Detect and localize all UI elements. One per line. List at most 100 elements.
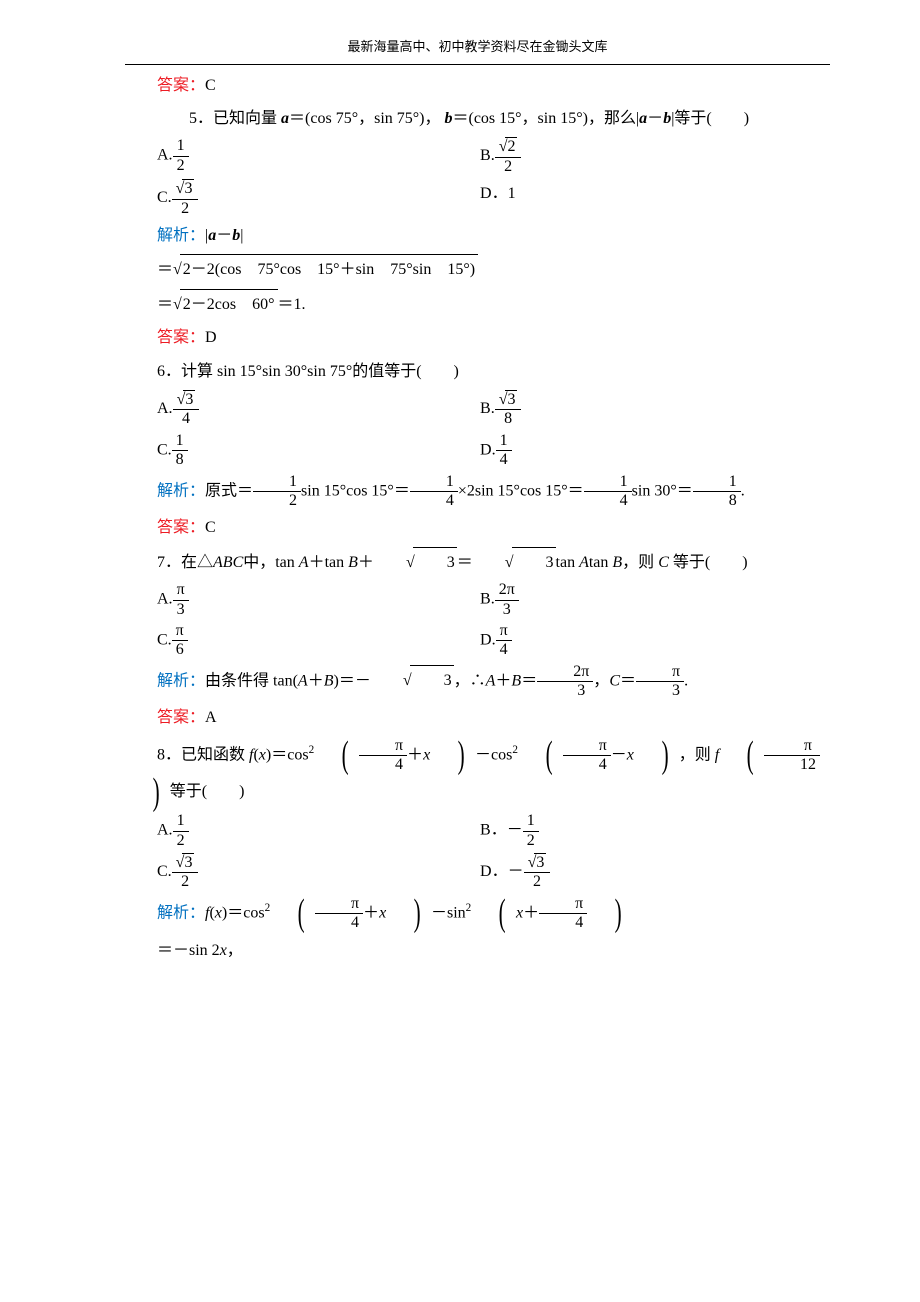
- q7-m3: ＋: [358, 554, 374, 571]
- q6-options-row1: A.34 B.38: [157, 390, 830, 429]
- q6C-den: 8: [172, 451, 188, 469]
- optC-den: 2: [172, 200, 199, 218]
- q6-optA: A.34: [157, 390, 480, 429]
- q7-A1: A: [299, 554, 309, 571]
- q7C-den: 6: [172, 641, 188, 659]
- rparen-icon-5: ): [597, 896, 622, 931]
- q7-options-row2: C.π6 D.π4: [157, 622, 830, 660]
- q8-sq4: 2: [466, 902, 472, 914]
- q8B-den: 2: [523, 832, 539, 850]
- q8-x1: x: [259, 746, 266, 763]
- optA-num: 1: [173, 137, 189, 156]
- q8A-den: 2: [173, 832, 189, 850]
- q7-A3: A: [298, 672, 308, 689]
- q8pi12d: 12: [764, 756, 820, 774]
- q5-l3suf: ＝1.: [278, 296, 306, 313]
- q6-optB: B.38: [480, 390, 830, 429]
- q6-answer-value: C: [205, 519, 216, 536]
- q6-answer: 答案：C: [125, 513, 830, 543]
- q7-m6: tan: [589, 554, 613, 571]
- q7-at4: ，∴: [454, 672, 486, 689]
- q8A-label: A.: [157, 822, 173, 839]
- optA-label: A.: [157, 147, 173, 164]
- q8d1: 4: [359, 756, 407, 774]
- q6C-num: 1: [172, 432, 188, 451]
- page-header: 最新海量高中、初中教学资料尽在金锄头文库: [125, 35, 830, 65]
- q8-sq2: 2: [512, 744, 518, 756]
- q6B-num: 3: [505, 390, 517, 409]
- q8D-den: 2: [524, 873, 551, 891]
- q8-sq3: 2: [265, 902, 271, 914]
- q6D-den: 4: [496, 451, 512, 469]
- q7-p1: 7．在△: [157, 554, 213, 571]
- q7-A4: A: [486, 672, 496, 689]
- q8C-den: 2: [172, 873, 199, 891]
- q7-optA: A.π3: [157, 581, 480, 619]
- q6-t3: ×2sin 15°cos 15°＝: [458, 482, 584, 499]
- q8-analysis-l2: ＝－sin 2x，: [157, 936, 830, 966]
- q8-then: ，则: [679, 746, 715, 763]
- q7-m4: ＝: [457, 554, 473, 571]
- rparen-icon-3: ): [135, 775, 160, 810]
- vec-a2: a: [639, 110, 647, 127]
- q8-sq1: 2: [309, 744, 315, 756]
- q7B-num: 2π: [495, 581, 519, 600]
- q8-optA: A.12: [157, 812, 480, 850]
- q5-l3body: 2－2cos 60°: [180, 289, 278, 320]
- q7f1n: 2π: [537, 663, 593, 682]
- q5-aeq: ＝(cos 75°，sin 75°)，: [289, 110, 440, 127]
- q6f1n: 1: [253, 473, 301, 492]
- q6A-den: 4: [173, 410, 200, 428]
- analysis-label-8: 解析：: [157, 904, 205, 921]
- q5-l2body: 2－2(cos 75°cos 15°＋sin 75°sin 15°): [180, 254, 478, 285]
- answer-label-6: 答案：: [157, 519, 205, 536]
- optB-num: 2: [505, 137, 517, 156]
- q7-answer-value: A: [205, 709, 217, 726]
- q7-C1: C: [658, 554, 669, 571]
- q8-px1: ＋: [407, 746, 423, 763]
- q8-optC: C.32: [157, 853, 480, 892]
- q6f4n: 1: [693, 473, 741, 492]
- answer-label-5: 答案：: [157, 329, 205, 346]
- q5-optC: C. 3 2: [157, 179, 480, 218]
- q7-answer: 答案：A: [125, 703, 830, 733]
- q7-at7: ，: [593, 672, 609, 689]
- lparen-icon-5: (: [481, 896, 506, 931]
- rparen-icon-2: ): [644, 738, 669, 773]
- q8B-label: B．－: [480, 822, 523, 839]
- q5-optB: B.22: [480, 137, 830, 176]
- q8-options-row2: C.32 D．－32: [157, 853, 830, 892]
- q7-optD: D.π4: [480, 622, 830, 660]
- q7-B2: B: [612, 554, 622, 571]
- q6-optD: D.14: [480, 432, 830, 470]
- optC-label: C.: [157, 189, 172, 206]
- q8-p1: 8．已知函数: [157, 746, 249, 763]
- q6f3n: 1: [584, 473, 632, 492]
- q7-abc: ABC: [213, 554, 243, 571]
- q7A-num: π: [173, 581, 189, 600]
- q6B-den: 8: [495, 410, 522, 428]
- q7D-den: 4: [496, 641, 512, 659]
- q5-an1b: |: [240, 227, 243, 244]
- q7-sqrt1: 3: [413, 547, 457, 578]
- q5-analysis-l3: ＝2－2cos 60°＝1.: [157, 289, 830, 320]
- q7-at5: ＋: [495, 672, 511, 689]
- optC-num: 3: [182, 179, 194, 198]
- q5-optD: D．1: [480, 179, 830, 218]
- vec-a: a: [281, 110, 289, 127]
- analysis-label-6: 解析：: [157, 482, 205, 499]
- vec-b: b: [445, 110, 453, 127]
- q6D-label: D.: [480, 441, 496, 458]
- q7-m5: tan: [556, 554, 580, 571]
- q6-t2: sin 15°cos 15°＝: [301, 482, 410, 499]
- q8-stem: 8．已知函数 f(x)＝cos2(π4＋x)－cos2(π4－x)，则 f(π1…: [125, 737, 830, 809]
- q8-min1: －cos: [475, 746, 512, 763]
- q6-t4: sin 30°＝: [632, 482, 693, 499]
- q8-l2: ＝－sin 2: [157, 942, 220, 959]
- q7-m2: ＋tan: [309, 554, 349, 571]
- q7-suf: 等于( ): [669, 554, 748, 571]
- q7-B4: B: [511, 672, 521, 689]
- q8pi4: π: [539, 895, 587, 914]
- q6A-num: 3: [183, 390, 195, 409]
- q8-eqw: 等于( ): [170, 783, 245, 800]
